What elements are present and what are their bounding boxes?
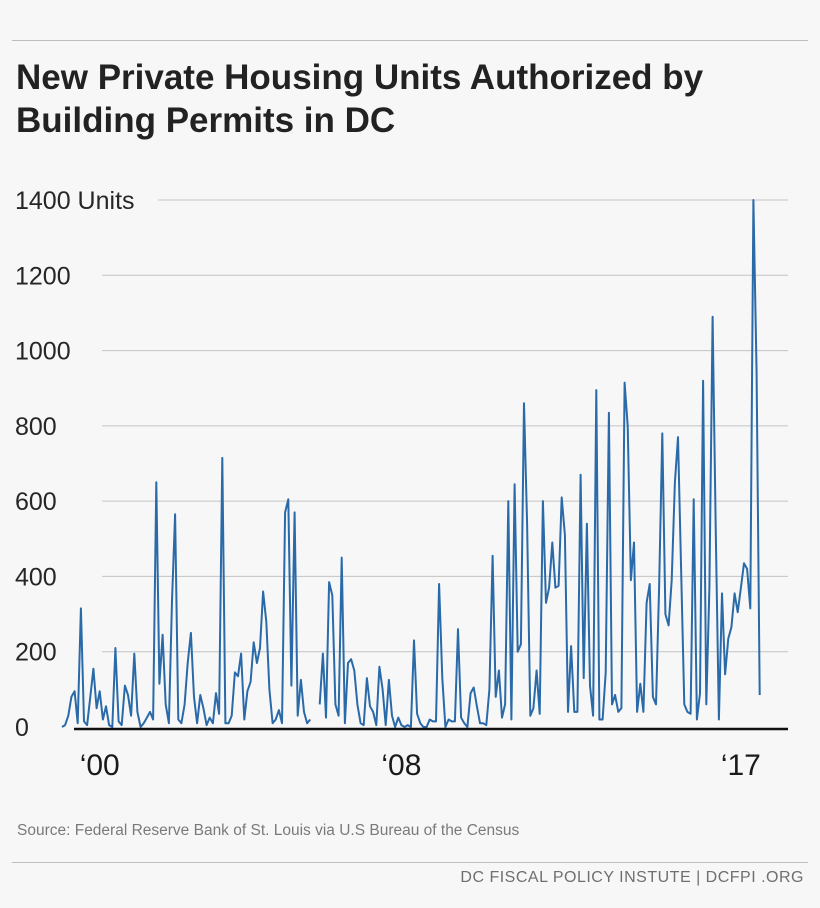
x-tick-label: ‘17 (721, 749, 761, 782)
line-chart: 0 200 400 600 800 1000 1200 1400 Units ‘00 ‘08 ‘1… (15, 187, 788, 782)
y-tick-label: 1400 Units (15, 187, 135, 215)
y-tick-label: 600 (15, 488, 57, 516)
series-line (318, 199, 761, 728)
y-tick-label: 1200 (15, 262, 71, 290)
y-tick-label: 800 (15, 413, 57, 441)
x-tick-label: ‘08 (381, 749, 421, 782)
top-rule (12, 40, 808, 41)
y-tick-label: 400 (15, 563, 57, 591)
series-line (61, 456, 312, 728)
publisher-credit: DC FISCAL POLICY INSTUTE | DCFPI .ORG (460, 869, 804, 886)
y-tick-label: 200 (15, 639, 57, 667)
chart-title: New Private Housing Units Authorized by … (16, 58, 704, 140)
y-tick-label: 1000 (15, 338, 71, 366)
y-tick-label: 0 (15, 714, 29, 742)
source-note: Source: Federal Reserve Bank of St. Loui… (17, 822, 520, 839)
x-tick-label: ‘00 (80, 749, 120, 782)
bottom-rule (12, 862, 808, 863)
